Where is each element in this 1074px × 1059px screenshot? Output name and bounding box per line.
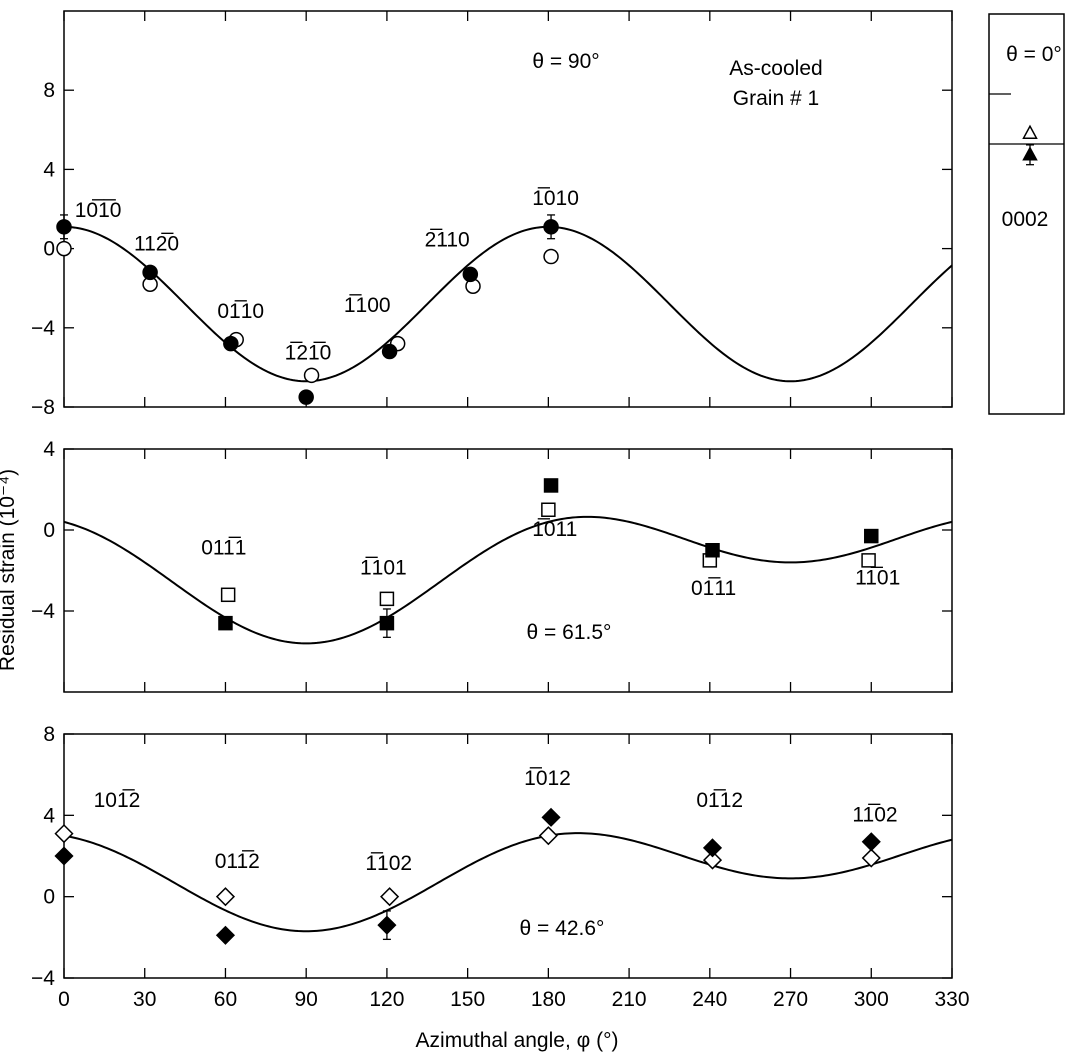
data-point-open-circle-top-3 [303,367,320,384]
middle-y-tick-label-0: 4 [43,438,55,461]
bottom-fit-curve [64,832,952,933]
top-fit-curve [64,225,952,383]
x-tick-label-300: 300 [854,988,889,1011]
middle-fit-curve [64,515,952,645]
bottom-y-tick-label-3: −4 [31,967,55,990]
data-point-open-square-middle-4 [861,553,876,568]
x-tick-label-210: 210 [612,988,647,1011]
bottom-point-label-5: 11̅02 [852,803,897,826]
data-point-filled-diamond-bottom-1 [215,925,236,945]
top-point-label-5: 2̅110 [425,229,470,252]
data-point-filled-square-middle-3 [705,543,720,558]
data-point-filled-circle-top-0 [56,219,72,235]
top-plot-frame [63,10,953,408]
data-point-filled-square-middle-2 [543,478,559,493]
data-point-open-diamond-bottom-2 [380,887,400,907]
middle-point-label-0: 011̅1 [201,536,246,559]
top-y-tick-label-2: 0 [43,238,55,261]
data-point-filled-diamond-bottom-2 [377,915,397,935]
panel-side: θ = 0° 0002 [988,13,1065,415]
data-point-open-diamond-bottom-4 [702,850,723,870]
bottom-y-tick-label-2: 0 [43,886,55,909]
bottom-y-tick-label-1: 4 [43,804,55,827]
top-y-tick-label-4: −8 [31,396,55,419]
data-point-open-triangle-side-0 [1022,124,1038,139]
x-tick-label-120: 120 [369,988,404,1011]
data-point-filled-square-middle-0 [218,615,233,631]
x-tick-label-0: 0 [58,988,70,1011]
bottom-point-label-1: 011̅2 [215,850,260,873]
x-tick-label-150: 150 [450,988,485,1011]
middle-point-label-3: 01̅11 [691,577,736,600]
top-sample-annotation: As-cooled [729,57,822,80]
data-point-filled-circle-top-3 [298,389,314,405]
data-point-open-diamond-bottom-5 [861,848,881,868]
middle-point-label-2: 1̅011 [532,518,577,541]
data-point-filled-circle-top-4 [381,343,398,360]
panel-top: 8 4 0 −4 −8 10̅1̅0 112̅0 01̅10 1̅21̅0 1̅100 2̅110 1… [31,10,953,419]
top-point-label-3: 1̅21̅0 [285,341,332,364]
top-y-tick-label-0: 8 [43,79,55,102]
side-theta-annotation: θ = 0° [1006,43,1062,66]
top-point-label-6: 1̅010 [532,187,579,210]
x-axis-label: Azimuthal angle, φ (°) [416,1029,619,1052]
top-theta-annotation: θ = 90° [532,50,599,73]
x-tick-label-240: 240 [692,988,727,1011]
x-tick-label-180: 180 [531,988,566,1011]
top-point-label-2: 01̅10 [217,300,264,323]
data-point-filled-square-middle-1 [379,615,395,631]
data-point-filled-circle-top-5 [462,266,479,283]
bottom-y-tick-label-0: 8 [43,723,55,746]
top-y-tick-label-3: −4 [31,317,55,340]
data-point-open-diamond-bottom-0 [54,824,74,844]
middle-y-tick-label-1: 0 [43,519,55,542]
x-tick-label-60: 60 [214,988,237,1011]
x-tick-label-330: 330 [934,988,969,1011]
side-plot-frame [988,13,1065,415]
data-point-filled-circle-top-6 [543,219,559,235]
middle-point-label-4: 11̅01 [855,567,900,590]
data-point-filled-circle-top-2 [223,335,239,352]
bottom-point-label-4: 01̅12 [696,789,743,812]
data-point-open-circle-top-6 [543,248,559,265]
panel-bottom: 0 30 60 90 120 150 180 210 240 270 300 330840−4101̅… [31,723,969,1011]
data-point-open-square-middle-0 [220,587,236,603]
bottom-point-label-2: 1̅102 [365,852,412,875]
data-point-open-square-middle-1 [379,591,395,607]
data-point-filled-circle-top-1 [142,264,158,281]
bottom-theta-annotation: θ = 42.6° [520,917,605,940]
data-point-open-diamond-bottom-1 [215,887,236,907]
data-point-open-diamond-bottom-3 [538,826,558,846]
middle-plot-frame [63,448,953,693]
data-point-open-circle-top-0 [56,240,72,257]
data-point-filled-triangle-side-1 [1022,146,1038,161]
top-point-label-1: 112̅0 [134,233,179,256]
data-point-filled-diamond-bottom-3 [541,807,561,827]
x-tick-label-30: 30 [133,988,156,1011]
middle-theta-annotation: θ = 61.5° [527,621,612,644]
data-point-filled-diamond-bottom-0 [54,846,74,866]
top-y-tick-label-1: 4 [43,158,55,181]
x-tick-label-90: 90 [295,988,318,1011]
top-grain-annotation: Grain # 1 [733,87,819,110]
data-point-filled-diamond-bottom-5 [861,832,881,852]
side-label-annotation: 0002 [1002,208,1049,231]
top-point-label-0: 10̅1̅0 [75,199,122,222]
bottom-point-label-3: 1̅012 [524,767,571,790]
data-point-filled-diamond-bottom-4 [702,838,723,858]
top-point-label-4: 1̅100 [344,294,391,317]
panel-middle: 4 0 −4 011̅1 1̅101 1̅011 01̅11 11̅01 θ = 61.5° [31,438,953,693]
bottom-plot-frame [63,733,953,979]
middle-y-tick-label-2: −4 [31,600,55,623]
middle-point-label-1: 1̅101 [360,557,407,580]
x-tick-label-270: 270 [773,988,808,1011]
data-point-open-square-middle-2 [541,502,556,517]
bottom-point-label-0: 101̅2 [94,789,141,812]
y-axis-label: Residual strain (10⁻⁴) [0,469,19,671]
data-point-filled-square-middle-4 [864,528,879,544]
